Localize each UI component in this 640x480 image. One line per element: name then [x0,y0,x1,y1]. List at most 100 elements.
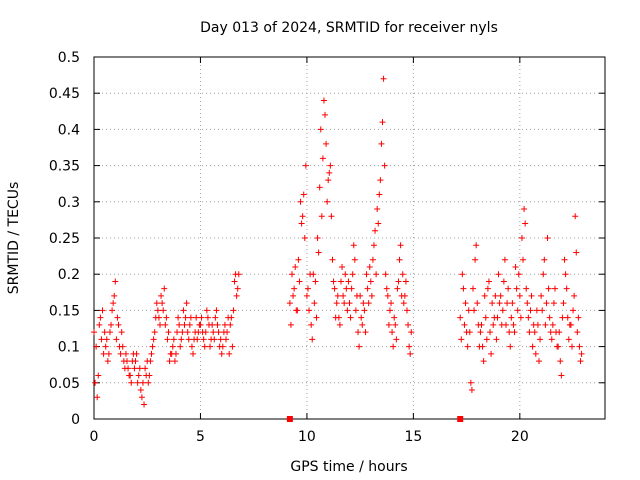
data-point [386,307,393,314]
data-point [292,263,299,270]
y-tick-label: 0.1 [58,340,80,356]
data-point [367,278,374,285]
data-point [307,271,314,278]
data-point [174,329,181,336]
data-point [177,343,184,350]
data-point [402,278,409,285]
data-point [525,314,532,321]
gap-markers [286,416,464,422]
y-axis-ticks: 0 0.05 0.1 0.15 0.2 0.25 0.3 0.35 0.4 0.45 0.5 [49,50,605,428]
data-point [306,307,313,314]
data-point [532,350,539,357]
data-point [377,177,384,184]
data-point [96,321,103,328]
data-point [128,379,135,386]
data-point [115,321,122,328]
data-point [526,329,533,336]
data-point [568,343,575,350]
data-point [364,285,371,292]
data-point [148,350,155,357]
y-tick-label: 0.2 [58,267,80,283]
data-point [328,213,335,220]
data-point [351,256,358,263]
data-point [341,300,348,307]
data-point [521,206,528,213]
data-point [540,271,547,278]
data-point [459,271,466,278]
data-point [126,372,133,379]
data-point [221,321,228,328]
data-point [573,249,580,256]
data-point [507,343,514,350]
data-point [379,119,386,126]
data-point [561,256,568,263]
data-point [329,256,336,263]
data-point [188,343,195,350]
data-point [479,343,486,350]
data-point [403,307,410,314]
data-point [297,198,304,205]
data-point [298,220,305,227]
data-point [490,321,497,328]
data-point [179,329,186,336]
data-point [214,321,221,328]
x-tick-label: 20 [511,429,529,445]
data-point [117,350,124,357]
data-point [385,321,392,328]
data-point [474,300,481,307]
data-point [190,350,197,357]
data-point [159,300,166,307]
data-point [315,249,322,256]
data-point [93,343,100,350]
data-point [217,336,224,343]
data-point [388,300,395,307]
data-point [182,314,189,321]
data-point [228,314,235,321]
data-point [311,300,318,307]
data-point [212,314,219,321]
data-point [226,350,233,357]
data-point [537,336,544,343]
data-point [98,336,105,343]
data-point [508,314,515,321]
data-point [124,358,131,365]
data-point [185,336,192,343]
data-point [318,213,325,220]
data-point [541,256,548,263]
data-point [366,263,373,270]
data-point [131,365,138,372]
data-point [542,321,549,328]
data-point [465,307,472,314]
data-point [397,242,404,249]
data-point [204,314,211,321]
data-point [531,329,538,336]
data-point [151,329,158,336]
data-point [136,365,143,372]
data-point [575,314,582,321]
data-point [300,191,307,198]
data-point [356,343,363,350]
data-point [333,300,340,307]
data-point [340,292,347,299]
data-point [106,329,113,336]
data-point [290,292,297,299]
data-point [114,314,121,321]
data-point [327,162,334,169]
data-point [392,321,399,328]
data-point [143,372,150,379]
data-point [320,97,327,104]
data-point [363,271,370,278]
data-point [100,350,107,357]
data-point [91,329,97,336]
data-point [563,285,570,292]
data-point [121,365,128,372]
data-point [139,379,146,386]
data-point [400,300,407,307]
data-point [556,329,563,336]
data-point [227,321,234,328]
data-point [571,292,578,299]
data-point [231,278,238,285]
data-point [147,358,154,365]
data-point [196,321,203,328]
data-point [343,285,350,292]
